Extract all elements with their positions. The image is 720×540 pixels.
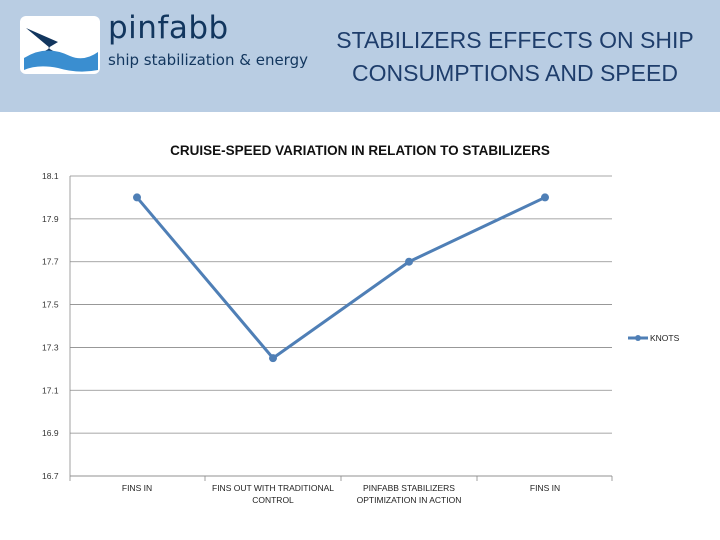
y-tick-label: 17.9 — [42, 214, 59, 224]
data-point — [405, 257, 413, 266]
slide-title: STABILIZERS EFFECTS ON SHIP CONSUMPTIONS… — [320, 24, 710, 90]
data-point — [133, 193, 141, 202]
y-tick-label: 18.1 — [42, 171, 59, 181]
wave-logo-icon — [20, 16, 100, 74]
slide-header: pinfabb ship stabilization & energy STAB… — [0, 0, 720, 112]
data-point — [541, 193, 549, 202]
slide-title-line-1: STABILIZERS EFFECTS ON SHIP — [336, 27, 694, 53]
brand-tagline: ship stabilization & energy — [108, 51, 308, 69]
brand-logo: pinfabb ship stabilization & energy — [18, 10, 318, 78]
y-tick-label: 17.5 — [42, 300, 59, 310]
series-knots — [133, 193, 549, 363]
legend-label: KNOTS — [650, 333, 680, 343]
brand-name: pinfabb — [108, 10, 229, 46]
x-tick-label: FINS IN — [122, 483, 152, 493]
axes — [69, 176, 613, 481]
x-tick-label: PINFABB STABILIZERS OPTIMIZATION IN ACTIO… — [357, 483, 462, 505]
y-tick-label: 17.7 — [42, 257, 59, 267]
x-tick-label: FINS OUT WITH TRADITIONAL CONTROL — [212, 483, 334, 505]
y-tick-label: 16.7 — [42, 471, 59, 481]
series-line — [135, 196, 546, 360]
data-point — [269, 354, 277, 363]
legend: KNOTS — [628, 333, 680, 343]
gridlines — [70, 175, 612, 477]
legend-swatch-marker — [635, 335, 641, 341]
y-tick-label: 16.9 — [42, 428, 59, 438]
y-axis-tick-labels: 18.1 17.9 17.7 17.5 17.3 17.1 16.9 16.7 — [42, 171, 59, 481]
x-axis-tick-labels: FINS IN FINS OUT WITH TRADITIONAL CONTROL P… — [122, 483, 560, 505]
chart-title: CRUISE-SPEED VARIATION IN RELATION TO ST… — [170, 143, 550, 158]
x-tick-label: FINS IN — [530, 483, 560, 493]
y-tick-label: 17.1 — [42, 385, 59, 395]
y-tick-label: 17.3 — [42, 342, 59, 352]
slide-title-line-2: CONSUMPTIONS AND SPEED — [352, 60, 678, 86]
